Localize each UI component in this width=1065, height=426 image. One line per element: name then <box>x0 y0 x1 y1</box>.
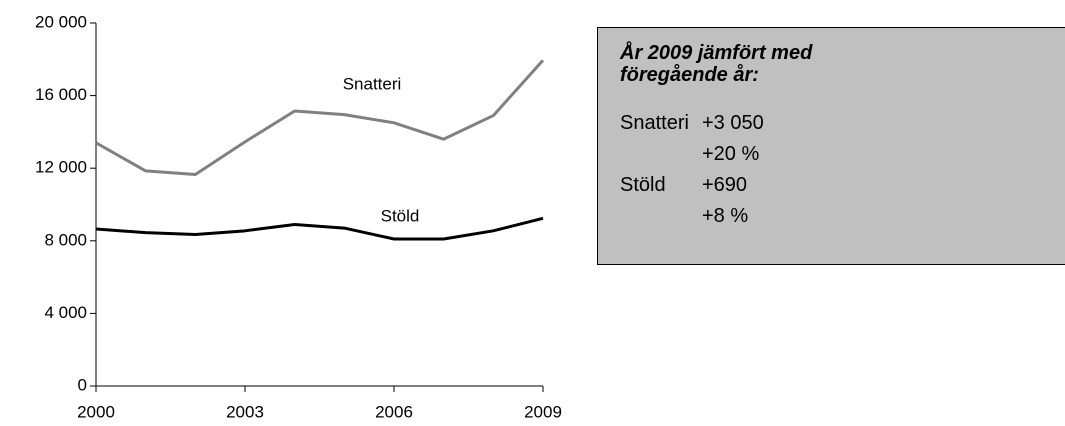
y-tick-label: 20 000 <box>35 12 87 31</box>
x-tick-label: 2003 <box>226 402 264 421</box>
series-label: Snatteri <box>343 74 402 93</box>
annotation-value: +3 050 <box>702 112 764 134</box>
y-tick-label: 12 000 <box>35 158 87 177</box>
annotation-row: Stöld +690 <box>620 170 1065 201</box>
annotation-spacer <box>620 201 702 232</box>
y-tick-label: 0 <box>78 375 87 394</box>
series-line <box>95 59 545 177</box>
annotation-value: +20 % <box>702 143 760 165</box>
y-tick-label: 4 000 <box>44 303 87 322</box>
y-tick-label: 8 000 <box>44 230 87 249</box>
annotation-value: +690 <box>702 174 748 196</box>
series-line <box>95 216 544 241</box>
x-tick-label: 2000 <box>77 402 115 421</box>
x-tick-label: 2009 <box>524 402 562 421</box>
annotation-rows: Snatteri +3 050 +20 % Stöld +690 +8 % <box>620 108 1065 232</box>
annotation-label: Stöld <box>620 174 666 196</box>
annotation-box: År 2009 jämfört med föregående år: Snatt… <box>597 27 1065 265</box>
annotation-spacer <box>620 139 702 170</box>
annotation-row: +8 % <box>620 201 1065 232</box>
y-tick-label: 16 000 <box>35 85 87 104</box>
x-tick-label: 2006 <box>375 402 413 421</box>
annotation-row: +20 % <box>620 139 1065 170</box>
annotation-label: Snatteri <box>620 112 689 134</box>
annotation-row: Snatteri +3 050 <box>620 108 1065 139</box>
annotation-title: År 2009 jämfört med föregående år: <box>620 42 813 86</box>
annotation-value: +8 % <box>702 205 749 227</box>
series-label: Stöld <box>381 206 420 225</box>
